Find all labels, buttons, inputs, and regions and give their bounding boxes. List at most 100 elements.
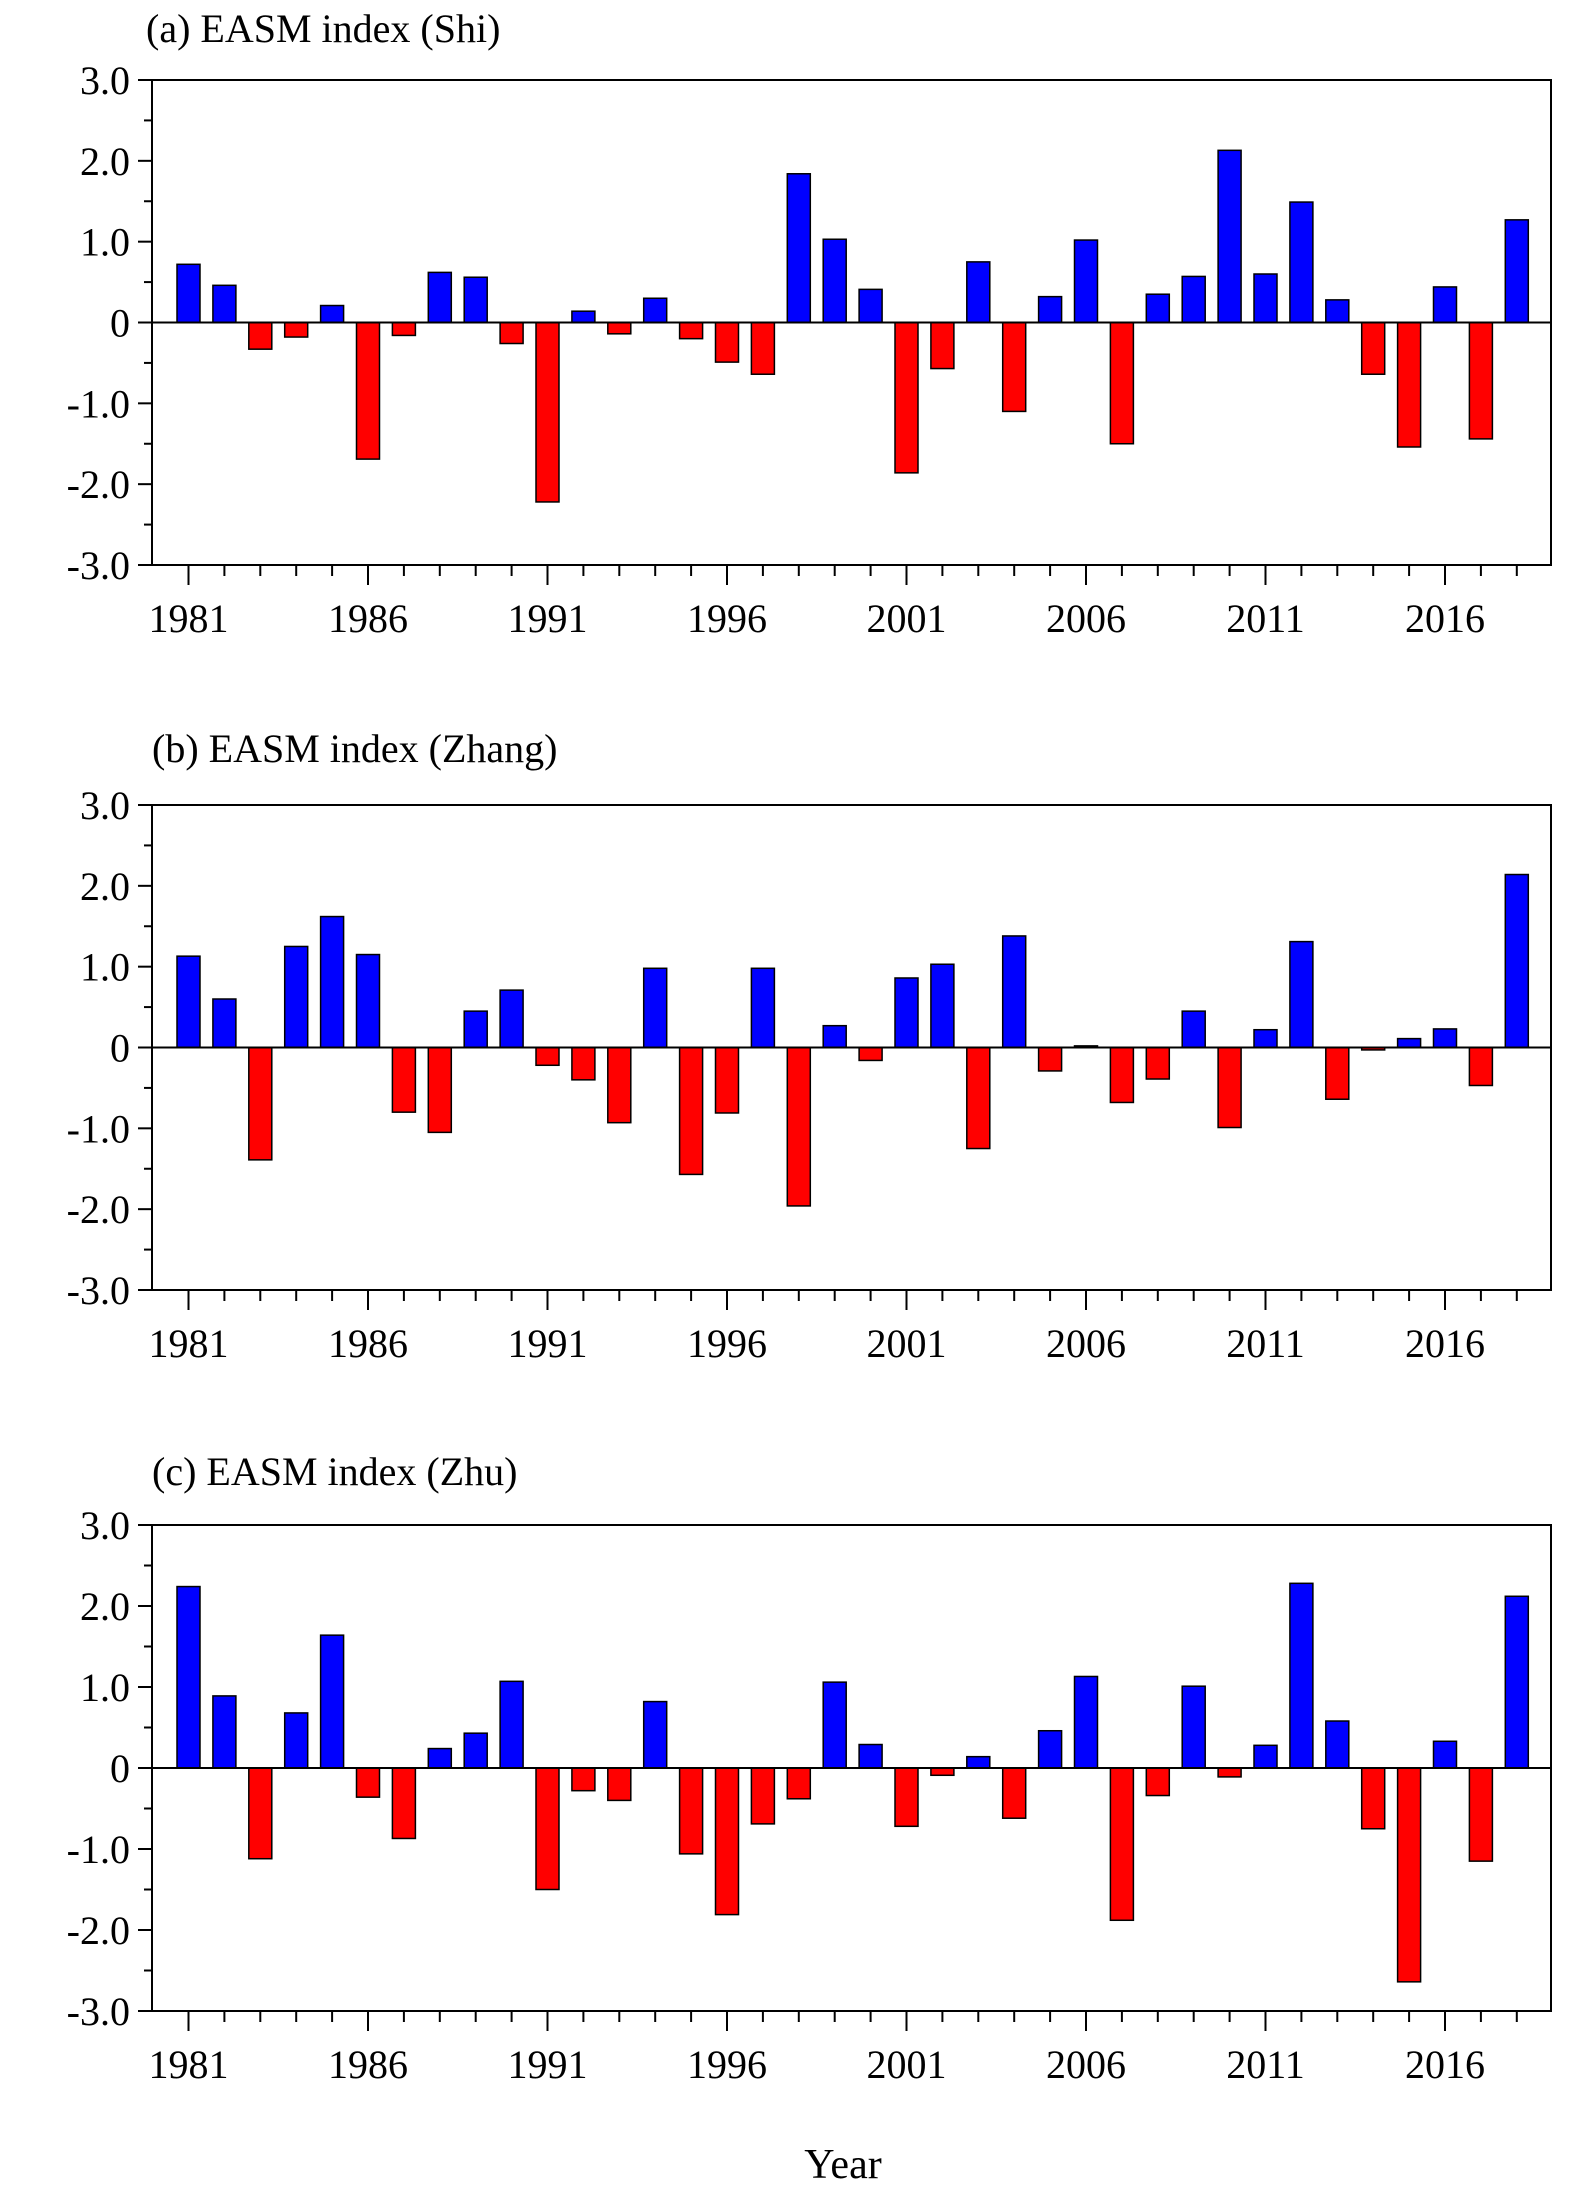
bar-1981 <box>176 263 201 324</box>
y-tick-label: 2.0 <box>80 1584 130 1629</box>
bar-1994 <box>642 967 668 1049</box>
y-tick-label: 1.0 <box>80 1665 130 1710</box>
bar-2008 <box>1145 1046 1171 1080</box>
bar-2009 <box>1181 1685 1206 1769</box>
y-tick-label: -1.0 <box>67 381 130 426</box>
bar-2013 <box>1325 299 1350 324</box>
bar-1989 <box>463 1010 488 1049</box>
y-tick-label: 2.0 <box>80 139 130 184</box>
x-tick-label: 2011 <box>1226 596 1305 641</box>
bar-1989 <box>463 1732 488 1769</box>
bar-2018 <box>1504 873 1530 1049</box>
bar-2011 <box>1253 273 1278 324</box>
bar-1990 <box>499 1680 524 1769</box>
bar-2002 <box>930 1767 955 1777</box>
bar-1993 <box>607 1767 632 1802</box>
bar-2018 <box>1504 1595 1530 1769</box>
x-tick-label: 2016 <box>1405 2042 1485 2087</box>
bar-1999 <box>822 1024 847 1049</box>
panel-a: (a) EASM index (Shi) 3.0 2.0 1.0 0 -1.0 -2.0 -3… <box>67 6 1552 641</box>
bar-1986 <box>355 1767 381 1798</box>
bar-2018 <box>1504 219 1530 324</box>
bar-1992 <box>571 1767 596 1792</box>
bar-1991 <box>535 1046 560 1067</box>
bar-1983 <box>248 321 273 350</box>
x-tick-label: 1981 <box>149 2042 229 2087</box>
bar-2000 <box>858 1046 883 1062</box>
x-tick-label: 1991 <box>508 596 588 641</box>
x-tick-label: 1986 <box>328 2042 408 2087</box>
bar-1995 <box>678 1767 704 1855</box>
chart-title: (c) EASM index (Zhu) <box>152 1449 517 1494</box>
x-tick-label: 1991 <box>508 1321 588 1366</box>
bar-1985 <box>319 915 345 1049</box>
bar-1989 <box>463 276 488 324</box>
x-tick-label: 2011 <box>1226 2042 1305 2087</box>
bar-2015 <box>1396 321 1422 448</box>
bar-2012 <box>1289 201 1314 324</box>
bar-1986 <box>355 321 381 460</box>
bar-1982 <box>212 284 237 324</box>
y-tick-label: 3.0 <box>80 1503 130 1548</box>
x-tick-label: 1991 <box>508 2042 588 2087</box>
bar-2008 <box>1145 293 1171 324</box>
bar-1994 <box>642 297 668 324</box>
y-tick-label: 0 <box>110 301 130 346</box>
bar-1993 <box>607 321 632 335</box>
bar-2002 <box>930 321 955 370</box>
bar-2009 <box>1181 275 1206 324</box>
y-tick-label: -2.0 <box>67 1908 130 1953</box>
bar-1982 <box>212 1695 237 1769</box>
x-tick-label: 1981 <box>149 1321 229 1366</box>
bar-2015 <box>1396 1037 1422 1049</box>
bar-2005 <box>1037 295 1063 324</box>
bar-1981 <box>176 1585 201 1769</box>
bar-2012 <box>1289 1582 1314 1769</box>
bar-2003 <box>966 1046 991 1150</box>
bar-2004 <box>1001 935 1027 1049</box>
bar-1998 <box>786 1046 812 1207</box>
bar-2007 <box>1109 1046 1135 1104</box>
bar-1993 <box>607 1046 632 1124</box>
bar-1988 <box>427 1046 453 1134</box>
x-tick-label: 1986 <box>328 1321 408 1366</box>
bar-1994 <box>642 1700 668 1769</box>
bar-1999 <box>822 1681 847 1769</box>
bar-1995 <box>678 321 704 340</box>
y-tick-label: -3.0 <box>67 543 130 588</box>
bar-2006 <box>1073 239 1099 324</box>
bar-2013 <box>1325 1720 1350 1769</box>
y-tick-label: 3.0 <box>80 783 130 828</box>
y-tick-label: 1.0 <box>80 945 130 990</box>
bar-2009 <box>1181 1010 1206 1049</box>
bar-2001 <box>894 977 919 1049</box>
bar-1998 <box>786 173 812 324</box>
bar-1991 <box>535 321 560 503</box>
bar-2012 <box>1289 940 1314 1049</box>
bar-2004 <box>1001 1767 1027 1819</box>
chart-title: (b) EASM index (Zhang) <box>152 726 557 771</box>
bar-2017 <box>1468 1767 1494 1862</box>
bar-1984 <box>283 1712 309 1769</box>
bar-2006 <box>1073 1675 1099 1769</box>
x-tick-label: 2001 <box>867 2042 947 2087</box>
bar-1981 <box>176 955 201 1049</box>
bar-2014 <box>1360 1767 1386 1830</box>
bar-1988 <box>427 1747 453 1769</box>
bar-1999 <box>822 238 847 324</box>
bar-1998 <box>786 1767 812 1800</box>
bar-1986 <box>355 953 381 1049</box>
bar-1996 <box>714 321 740 363</box>
bar-2010 <box>1217 1046 1242 1129</box>
bar-2015 <box>1396 1767 1422 1983</box>
bar-1992 <box>571 310 596 324</box>
bar-2005 <box>1037 1729 1063 1769</box>
bar-2002 <box>930 963 955 1049</box>
bar-2001 <box>894 321 919 474</box>
y-tick-label: 3.0 <box>80 58 130 103</box>
bar-1987 <box>391 1767 417 1840</box>
bar-2007 <box>1109 321 1135 445</box>
bar-2000 <box>858 1743 883 1769</box>
bar-1997 <box>750 321 776 375</box>
